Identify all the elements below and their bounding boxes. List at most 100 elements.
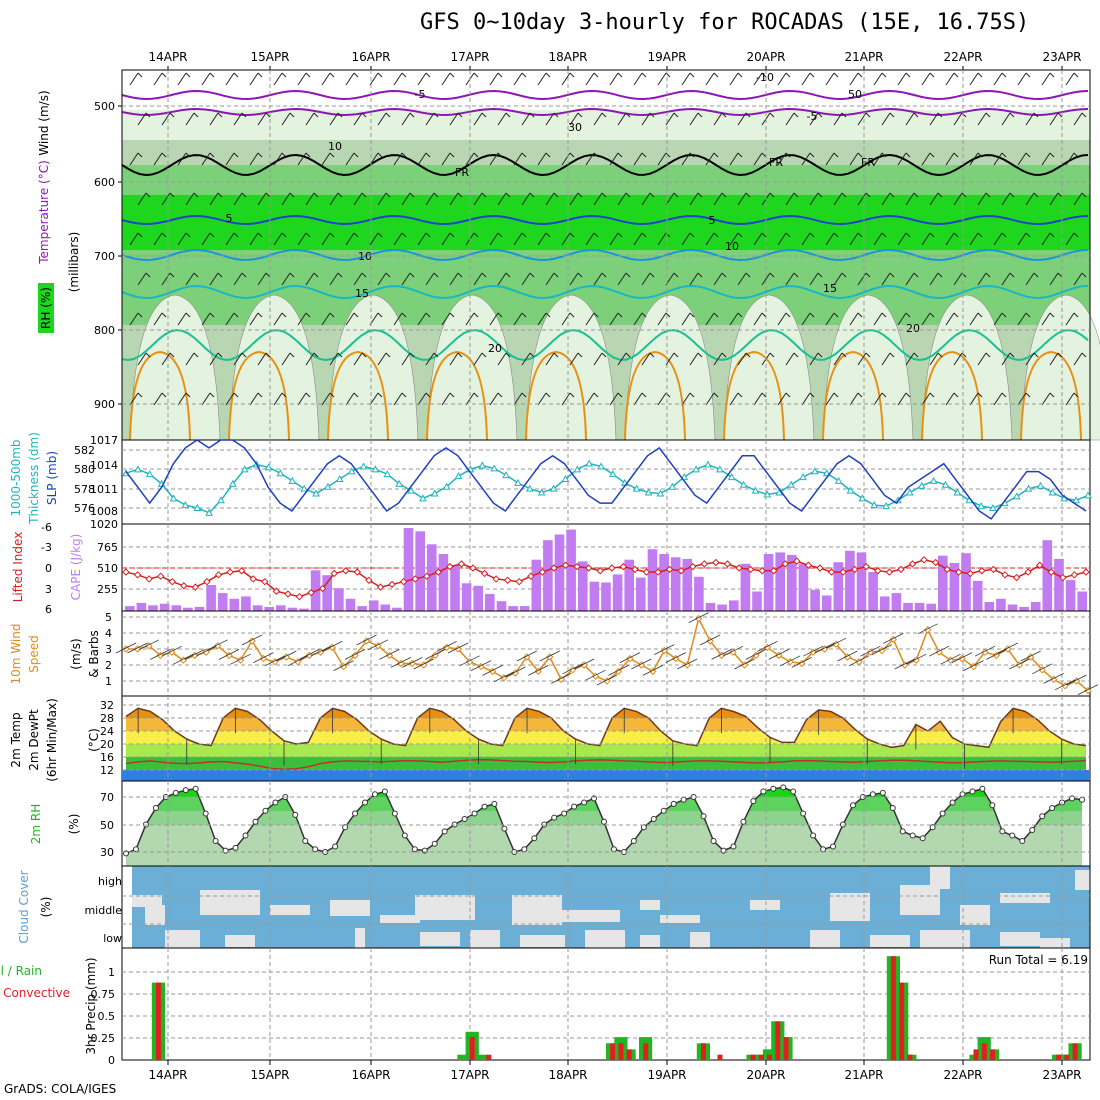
cloud-gap (1000, 932, 1040, 946)
lifted-index-marker (839, 568, 847, 576)
wind-barb (185, 352, 195, 366)
rh-marker (999, 828, 1006, 835)
rh-marker (571, 803, 578, 810)
lifted-index-marker (214, 571, 223, 579)
wind-barb-feather (1081, 352, 1087, 358)
wind-barb-10m (1043, 673, 1064, 684)
wind-barb-feather (209, 232, 215, 238)
lifted-index-marker (249, 575, 257, 583)
cape-bar (125, 606, 135, 611)
thickness-marker (514, 478, 522, 486)
cape-bar (403, 528, 414, 611)
precip-convective-bar (907, 1054, 913, 1060)
wind-barb-feather (553, 112, 559, 118)
wind-barb (713, 192, 723, 206)
wind-barb-feather (785, 72, 791, 78)
cape-bar (903, 602, 913, 611)
wind-barb (273, 392, 283, 406)
lifted-index-marker (388, 580, 396, 589)
wind-barb (833, 112, 843, 126)
rh-marker (132, 846, 139, 853)
wind-barb (1049, 272, 1059, 286)
wind-barb (929, 272, 939, 286)
lifted-index-marker (654, 568, 662, 576)
rh-marker (750, 798, 757, 805)
wind-barb-feather (1001, 152, 1007, 158)
wind-barb (537, 152, 547, 166)
rh-marker (800, 810, 807, 817)
precip-convective-bar (767, 1054, 772, 1060)
wind-barb-feather (257, 392, 263, 398)
wind-barb-feather (529, 192, 535, 198)
wind-barb (809, 112, 819, 126)
wind-barb (329, 112, 339, 126)
wind-barb-feather (353, 72, 359, 78)
wind-barb (201, 312, 211, 326)
wind-barb (449, 272, 459, 286)
thickness-marker (561, 474, 570, 482)
lifted-index-marker (180, 582, 188, 590)
wind-barb-10m (173, 653, 194, 665)
thickness-marker (264, 463, 273, 471)
wind-barb-feather (737, 312, 743, 318)
wind-barb (801, 232, 811, 246)
wind-barb-feather (313, 272, 319, 278)
wind-barb (425, 352, 435, 366)
wind-barb (1065, 312, 1075, 326)
cape-bar (322, 575, 332, 611)
rh-marker (730, 843, 737, 850)
wind-barb (825, 232, 835, 246)
wind-barb (945, 152, 955, 166)
temp-contour-25 (624, 350, 686, 441)
rh-marker (929, 824, 936, 831)
rh-marker (780, 784, 787, 791)
wind-barb (353, 192, 363, 206)
wind-barb-feather (553, 272, 559, 278)
cape-bar (601, 582, 611, 611)
rh-marker (670, 800, 677, 807)
thickness-marker (205, 508, 213, 516)
wind-tick-label: 3 (105, 643, 112, 656)
wind-barb-10m (195, 645, 217, 657)
wind-barb-feather (377, 232, 383, 238)
wind-barb-feather (1009, 352, 1015, 358)
precip-convective-bar (469, 1037, 475, 1060)
pressure-tick-label: 800 (94, 324, 115, 337)
wind-barb-feather (217, 192, 223, 198)
rh-marker (650, 816, 657, 822)
wind-barb-10m (676, 658, 698, 670)
wind-barb-feather (649, 352, 655, 358)
wind-barb (921, 72, 931, 86)
wind-barb-10m (127, 642, 148, 654)
thickness-marker (383, 470, 392, 478)
wind-barb-feather (1049, 312, 1055, 318)
lifted-tick-label: 3 (45, 583, 52, 596)
wind-barb-feather (545, 232, 551, 238)
wind-barb (497, 352, 507, 366)
wind-barb-feather (817, 352, 823, 358)
wind-barb (281, 352, 291, 366)
cloud-gap (930, 866, 950, 889)
wind-barb (393, 152, 403, 166)
wind-barb-feather (257, 232, 263, 238)
wind-barb-feather (617, 72, 623, 78)
rh-marker (232, 844, 239, 851)
wind-barb-feather (161, 232, 167, 238)
wind-barb (657, 232, 667, 246)
wind-barb-feather (1049, 152, 1055, 158)
wind-barb-feather (497, 152, 503, 158)
wind-barb (425, 112, 435, 126)
wind-barb (153, 392, 163, 406)
wind-barb-feather (1081, 272, 1087, 278)
wind-barb (905, 192, 915, 206)
wind-barb-10m (940, 653, 961, 665)
wind-barb-feather (721, 112, 727, 118)
wind-barb-feather (217, 272, 223, 278)
lifted-index-marker (723, 560, 732, 568)
wind-barb (593, 112, 603, 126)
wind-barb-feather (209, 392, 215, 398)
wind-barb (161, 192, 171, 206)
thickness-marker (229, 479, 237, 487)
temp-tick-label: 24 (100, 725, 114, 738)
ylabel-wind10-b: Speed (27, 635, 41, 673)
